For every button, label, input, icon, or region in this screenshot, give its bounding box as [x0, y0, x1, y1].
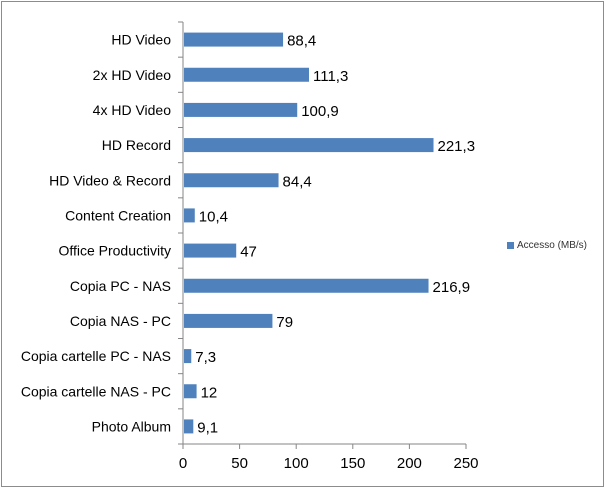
bar [184, 384, 197, 399]
data-label: 84,4 [283, 173, 312, 190]
data-label: 10,4 [199, 208, 228, 225]
bar [184, 102, 298, 117]
bar [184, 278, 429, 293]
x-tick-label: 200 [397, 455, 422, 472]
x-tick-label: 50 [231, 455, 248, 472]
category-label: Content Creation [65, 207, 171, 223]
category-label: Copia PC - NAS [70, 278, 171, 294]
category-label: HD Video & Record [49, 172, 171, 188]
data-label: 111,3 [313, 68, 348, 85]
bar [184, 208, 195, 223]
category-label: HD Record [102, 137, 171, 153]
legend-label: Accesso (MB/s) [517, 240, 588, 251]
data-label: 12 [201, 384, 218, 401]
x-tick-label: 250 [453, 455, 478, 472]
data-label: 9,1 [197, 419, 218, 436]
bar [184, 173, 279, 188]
x-tick-label: 150 [340, 455, 365, 472]
bar [184, 419, 194, 434]
data-label: 221,3 [438, 138, 476, 155]
legend: Accesso (MB/s) [507, 240, 587, 251]
data-label: 216,9 [433, 279, 471, 296]
data-label: 100,9 [301, 103, 339, 120]
bar [184, 32, 284, 47]
x-tick-label: 0 [179, 455, 187, 472]
category-label: 4x HD Video [93, 102, 172, 118]
category-label: Office Productivity [58, 243, 171, 259]
category-label: HD Video [111, 32, 171, 48]
data-label: 88,4 [287, 33, 316, 50]
data-label: 7,3 [195, 349, 216, 366]
bar [184, 349, 192, 364]
category-label: Photo Album [92, 418, 171, 434]
bar [184, 138, 434, 153]
category-label: Copia cartelle NAS - PC [21, 383, 171, 399]
category-label: 2x HD Video [93, 67, 172, 83]
legend-swatch [507, 242, 514, 249]
bar [184, 67, 309, 82]
bar [184, 313, 273, 328]
data-label: 47 [240, 244, 257, 261]
category-label: Copia NAS - PC [70, 313, 171, 329]
x-tick-label: 100 [284, 455, 309, 472]
category-label: Copia cartelle PC - NAS [21, 348, 171, 364]
bar [184, 243, 237, 258]
data-label: 79 [276, 314, 293, 331]
